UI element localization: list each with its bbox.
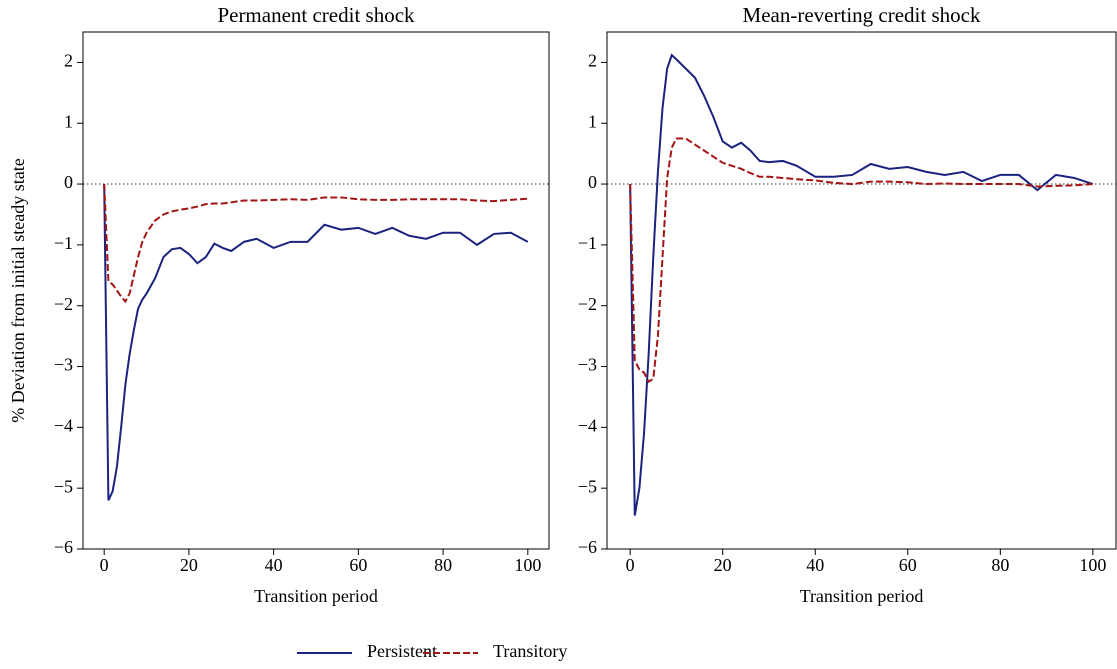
chart-title: Permanent credit shock [217, 3, 415, 27]
data-line [103, 184, 529, 501]
x-tick-label: 40 [806, 555, 824, 575]
y-axis-label: % Deviation from initial steady state [8, 158, 28, 422]
y-tick-label: −6 [578, 537, 597, 557]
legend-label: Transitory [493, 641, 567, 661]
y-tick-label: 2 [64, 51, 73, 71]
y-tick-label: −2 [54, 294, 73, 314]
y-tick-label: 1 [64, 111, 73, 131]
x-tick-label: 60 [899, 555, 917, 575]
x-tick-label: 20 [714, 555, 732, 575]
x-tick-label: 60 [349, 555, 367, 575]
y-tick-label: −5 [578, 476, 597, 496]
y-tick-label: −3 [578, 355, 597, 375]
x-tick-label: 40 [265, 555, 283, 575]
y-tick-label: 0 [64, 172, 73, 192]
axes-frame [606, 31, 1117, 550]
y-tick-label: −4 [578, 415, 597, 435]
x-tick-label: 20 [180, 555, 198, 575]
x-tick-label: 80 [991, 555, 1009, 575]
y-tick-label: −1 [54, 233, 73, 253]
data-line [103, 184, 528, 304]
y-tick-label: 1 [588, 111, 597, 131]
y-tick-label: −4 [54, 415, 73, 435]
y-tick-label: −2 [578, 294, 597, 314]
y-tick-label: 0 [588, 172, 597, 192]
x-tick-label: 100 [514, 555, 541, 575]
y-tick-label: −5 [54, 476, 73, 496]
x-tick-label: 80 [434, 555, 452, 575]
data-line [629, 53, 1094, 516]
x-tick-label: 100 [1079, 555, 1106, 575]
x-axis-label: Transition period [254, 586, 378, 606]
x-axis-label: Transition period [800, 586, 924, 606]
x-tick-label: 0 [626, 555, 635, 575]
data-line [629, 137, 1093, 384]
x-tick-label: 0 [100, 555, 109, 575]
axes-frame [82, 31, 550, 550]
y-tick-label: −3 [54, 355, 73, 375]
legend-label: Persistent [367, 641, 437, 661]
y-tick-label: −1 [578, 233, 597, 253]
y-tick-label: −6 [54, 537, 73, 557]
y-tick-label: 2 [588, 51, 597, 71]
chart-title: Mean-reverting credit shock [743, 3, 981, 27]
